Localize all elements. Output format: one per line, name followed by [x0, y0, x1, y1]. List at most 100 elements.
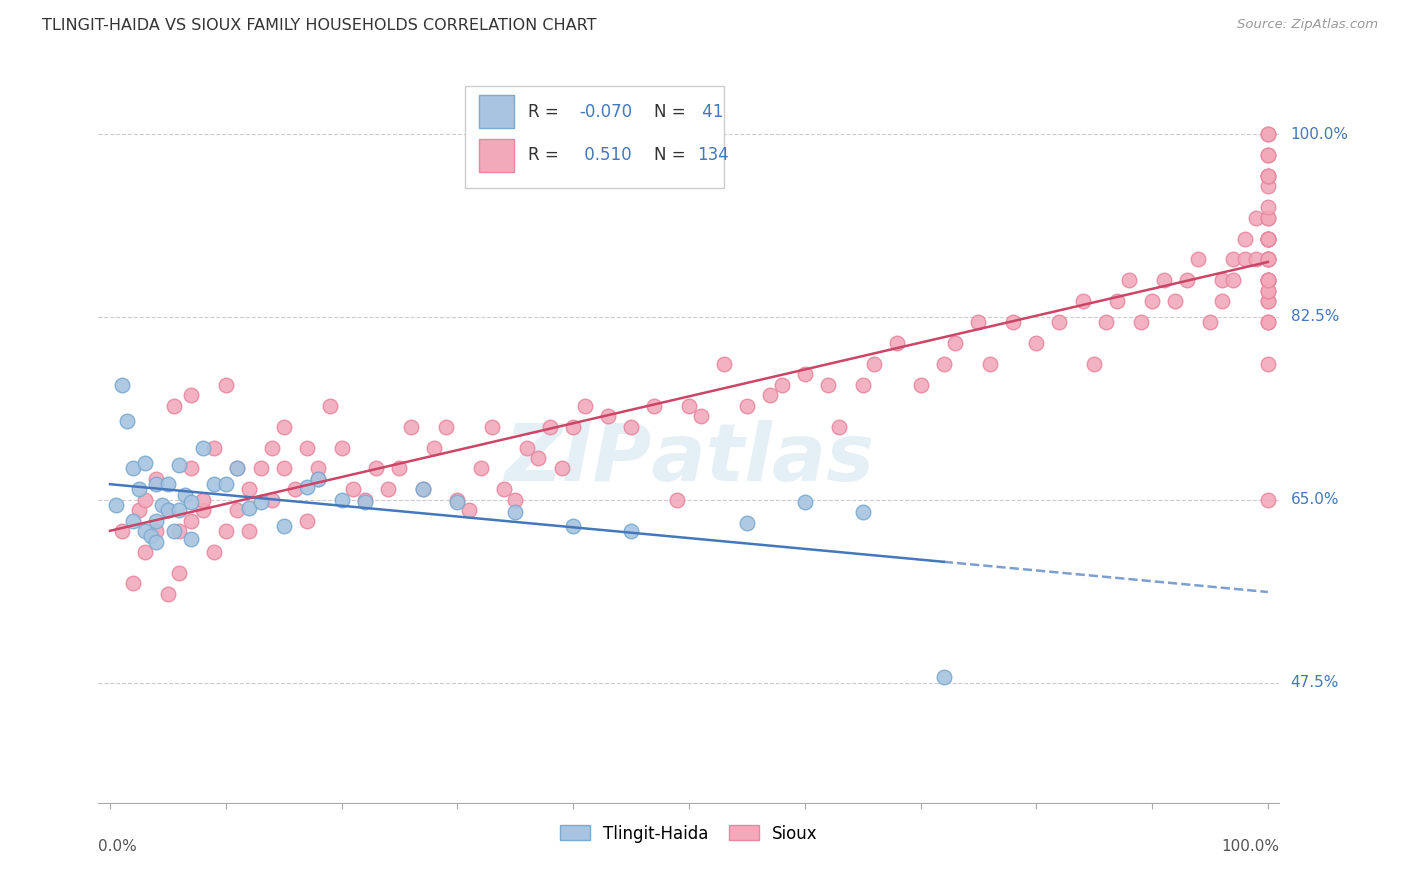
- Point: [134, 492, 156, 507]
- Point: [852, 377, 875, 392]
- Point: [169, 458, 191, 473]
- Point: [249, 495, 271, 509]
- Point: [104, 498, 127, 512]
- Text: 82.5%: 82.5%: [1291, 310, 1339, 325]
- Point: [1199, 315, 1222, 329]
- Point: [273, 519, 295, 533]
- Point: [434, 419, 457, 434]
- Point: [1257, 200, 1279, 214]
- Point: [145, 514, 167, 528]
- Point: [446, 495, 468, 509]
- Point: [793, 495, 815, 509]
- Point: [202, 545, 225, 559]
- Point: [1025, 336, 1047, 351]
- Point: [342, 483, 364, 497]
- Text: 0.0%: 0.0%: [98, 839, 138, 855]
- Point: [1257, 294, 1279, 309]
- Point: [134, 456, 156, 470]
- Point: [1094, 315, 1116, 329]
- Point: [1211, 294, 1233, 309]
- Point: [262, 441, 284, 455]
- Point: [1175, 273, 1198, 287]
- Point: [1257, 169, 1279, 183]
- Point: [1129, 315, 1152, 329]
- Point: [145, 472, 167, 486]
- Point: [169, 503, 191, 517]
- Point: [202, 477, 225, 491]
- Point: [1257, 148, 1279, 162]
- Point: [1257, 252, 1279, 267]
- Point: [238, 483, 260, 497]
- Point: [163, 399, 186, 413]
- Point: [689, 409, 711, 424]
- Point: [643, 399, 665, 413]
- Point: [886, 336, 908, 351]
- Point: [1002, 315, 1025, 329]
- Point: [202, 441, 225, 455]
- Point: [353, 495, 375, 509]
- Point: [666, 492, 689, 507]
- Point: [446, 492, 468, 507]
- Point: [1257, 284, 1279, 298]
- Point: [295, 480, 318, 494]
- Point: [1257, 252, 1279, 267]
- Point: [979, 357, 1001, 371]
- Point: [226, 461, 249, 475]
- Point: [1211, 273, 1233, 287]
- Point: [735, 399, 758, 413]
- Point: [1187, 252, 1209, 267]
- Point: [503, 492, 526, 507]
- Point: [1257, 273, 1279, 287]
- Point: [215, 477, 238, 491]
- Point: [249, 461, 271, 475]
- Point: [1118, 273, 1140, 287]
- Point: [273, 419, 295, 434]
- Point: [1257, 231, 1279, 245]
- Point: [353, 492, 375, 507]
- Point: [1257, 231, 1279, 245]
- Point: [1164, 294, 1187, 309]
- Text: 47.5%: 47.5%: [1291, 675, 1339, 690]
- Point: [620, 419, 643, 434]
- Point: [366, 461, 388, 475]
- Point: [388, 461, 411, 475]
- Point: [620, 524, 643, 538]
- Point: [550, 461, 572, 475]
- Point: [817, 377, 839, 392]
- Point: [458, 503, 481, 517]
- Text: R =: R =: [529, 146, 564, 164]
- Text: Source: ZipAtlas.com: Source: ZipAtlas.com: [1237, 18, 1378, 31]
- Point: [562, 519, 585, 533]
- Point: [156, 477, 179, 491]
- Point: [1257, 252, 1279, 267]
- Point: [713, 357, 735, 371]
- Point: [1257, 284, 1279, 298]
- Point: [139, 529, 162, 543]
- Point: [122, 461, 145, 475]
- Point: [169, 566, 191, 580]
- Point: [1257, 169, 1279, 183]
- Point: [262, 492, 284, 507]
- Point: [492, 483, 515, 497]
- Point: [759, 388, 782, 402]
- Point: [145, 477, 167, 491]
- Point: [1257, 315, 1279, 329]
- Point: [1246, 252, 1268, 267]
- Point: [967, 315, 990, 329]
- Point: [145, 534, 167, 549]
- Point: [307, 461, 329, 475]
- Point: [330, 492, 353, 507]
- Point: [284, 483, 307, 497]
- Point: [156, 503, 179, 517]
- Point: [1246, 211, 1268, 225]
- Point: [180, 388, 202, 402]
- Point: [1083, 357, 1105, 371]
- Point: [238, 524, 260, 538]
- Point: [319, 399, 342, 413]
- Point: [1257, 127, 1279, 141]
- Text: N =: N =: [654, 103, 685, 120]
- Point: [191, 503, 214, 517]
- Point: [238, 501, 260, 516]
- Point: [1257, 273, 1279, 287]
- Point: [180, 514, 202, 528]
